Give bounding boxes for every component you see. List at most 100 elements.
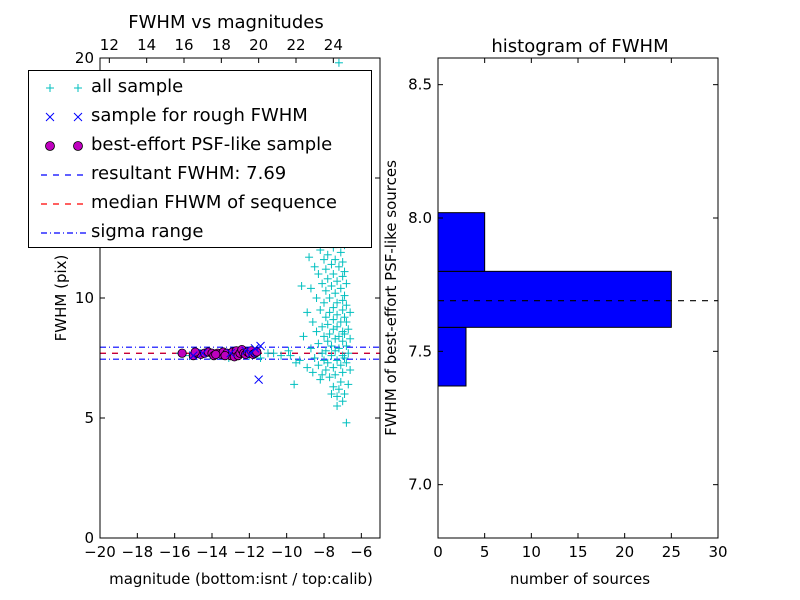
- all-sample-point: [334, 385, 343, 394]
- all-sample-point: [325, 294, 334, 302]
- all-sample-point: [297, 282, 306, 290]
- all-sample-point: [338, 397, 347, 406]
- top-tick-label: 14: [137, 36, 156, 54]
- legend-entry-median: median FHWM of sequence: [29, 189, 371, 218]
- x-tick-label: 15: [568, 543, 587, 561]
- all-sample-point: [334, 344, 343, 353]
- x-tick-label: −10: [271, 543, 303, 561]
- top-tick-label: 12: [100, 36, 119, 54]
- all-sample-point: [342, 358, 351, 367]
- all-sample-point: [325, 330, 334, 338]
- top-tick-label: 22: [286, 36, 305, 54]
- y-tick-label: 5: [84, 409, 94, 427]
- y-tick-label: 8.5: [408, 76, 432, 94]
- all-sample-point: [333, 356, 342, 365]
- all-sample-point: [327, 282, 336, 290]
- all-sample-point: [314, 270, 323, 278]
- all-sample-point: [321, 366, 330, 374]
- x-tick-label: −20: [84, 543, 116, 561]
- all-sample-point: [338, 337, 347, 346]
- all-sample-point: [321, 286, 330, 295]
- all-sample-point: [344, 349, 353, 358]
- legend-label: resultant FWHM: 7.69: [91, 163, 287, 184]
- x-tick-label: 10: [522, 543, 541, 561]
- x-tick-label: 20: [615, 543, 634, 561]
- all-sample-point: [331, 255, 340, 264]
- all-sample-point: [299, 332, 308, 341]
- rough-sample-point: [254, 375, 264, 384]
- all-sample-point: [342, 342, 351, 350]
- all-sample-point: [269, 349, 278, 358]
- legend-label: median FHWM of sequence: [91, 192, 337, 213]
- dashdot-line-icon: [41, 232, 87, 234]
- right-chart-title: histogram of FWHM: [491, 36, 668, 57]
- all-sample-point: [316, 375, 325, 384]
- histogram-bar: [437, 326, 467, 387]
- all-sample-point: [320, 255, 328, 264]
- x-tick-label: 30: [708, 543, 727, 561]
- all-sample-point: [327, 342, 336, 350]
- all-sample-point: [314, 339, 323, 348]
- histogram-bar: [437, 212, 486, 272]
- right-y-axis-label: FWHM of best-effort PSF-like sources: [382, 160, 400, 436]
- legend-entry-all-sample: all sample: [29, 73, 371, 102]
- all-sample-point: [321, 313, 330, 322]
- y-tick-label: 0: [84, 529, 94, 547]
- left-chart-title: FWHM vs magnitudes: [128, 12, 323, 33]
- all-sample-point: [336, 248, 345, 257]
- all-sample-point: [342, 279, 351, 288]
- all-sample-point: [321, 346, 330, 355]
- x-marker-icon: [45, 112, 83, 122]
- legend-entry-sigma: sigma range: [29, 218, 371, 247]
- y-tick-label: 7.0: [408, 476, 432, 494]
- all-sample-point: [338, 272, 347, 281]
- all-sample-point: [316, 306, 325, 314]
- all-sample-point: [312, 294, 321, 302]
- psf-sample-point: [211, 349, 221, 359]
- rough-sample-point: [246, 348, 256, 358]
- all-sample-point: [303, 363, 312, 372]
- all-sample-point: [329, 382, 338, 391]
- all-sample-point: [344, 325, 353, 334]
- top-tick-label: 20: [249, 36, 268, 54]
- all-sample-point: [325, 373, 334, 382]
- x-tick-label: −14: [196, 543, 228, 561]
- all-sample-point: [340, 390, 349, 398]
- all-sample-point: [284, 346, 293, 355]
- x-tick-label: −8: [313, 543, 335, 561]
- x-b: [188, 351, 198, 360]
- all-sample-point: [346, 366, 355, 374]
- all-sample-point: [308, 368, 317, 377]
- all-sample-point: [333, 298, 342, 307]
- all-sample-point: [338, 351, 347, 360]
- all-sample-point: [321, 265, 330, 274]
- all-sample-point: [338, 296, 347, 305]
- all-sample-point: [318, 279, 327, 288]
- all-sample-point: [323, 250, 332, 259]
- all-sample-point: [277, 351, 286, 360]
- all-sample-point: [318, 322, 327, 331]
- all-sample-point: [333, 310, 342, 319]
- x-tick-label: 0: [433, 543, 443, 561]
- all-sample-point: [333, 402, 342, 410]
- right-histogram-plot: 0 5 10 15 20 25 30 7.0 7.5 8.0 8.5 histogram of FWH…: [382, 36, 728, 588]
- dashed-line-icon: [41, 174, 87, 176]
- all-sample-point: [306, 344, 315, 353]
- all-sample-point: [327, 390, 336, 398]
- all-sample-point: [344, 380, 353, 389]
- all-sample-point: [329, 363, 338, 372]
- all-sample-point: [333, 392, 342, 401]
- x-b: [250, 344, 260, 353]
- all-sample-point: [310, 354, 319, 362]
- circle-marker-icon: [45, 141, 83, 151]
- all-sample-point: [340, 291, 349, 300]
- y-tick-label: 10: [75, 289, 94, 307]
- all-sample-point: [329, 270, 338, 278]
- all-sample-point: [318, 370, 327, 379]
- all-sample-point: [323, 274, 332, 283]
- all-sample-point: [286, 351, 295, 360]
- legend-label: sample for rough FWHM: [91, 105, 308, 126]
- rough-sample-point: [241, 346, 250, 356]
- x-b: [226, 348, 236, 358]
